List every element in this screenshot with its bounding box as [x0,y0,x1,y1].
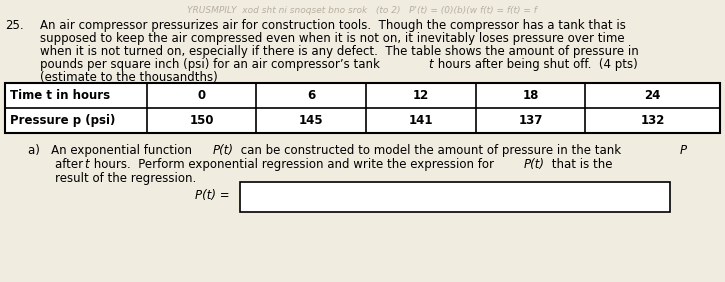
Text: 6: 6 [307,89,315,102]
Text: t: t [84,158,88,171]
Text: hours after being shut off.  (4 pts): hours after being shut off. (4 pts) [434,58,638,71]
Text: YRUSMPILY  xod sht ni snoqset bno srok   (to 2)   P'(t) = (0)(b)(w f(t) = f(t) =: YRUSMPILY xod sht ni snoqset bno srok (t… [187,6,537,15]
Text: hours.  Perform exponential regression and write the expression for: hours. Perform exponential regression an… [90,158,498,171]
Text: Time t in hours: Time t in hours [10,89,110,102]
Text: Pressure p (psi): Pressure p (psi) [10,114,115,127]
Text: 132: 132 [640,114,665,127]
Text: 145: 145 [299,114,323,127]
Text: t: t [428,58,433,71]
Text: 18: 18 [522,89,539,102]
Text: after: after [55,158,87,171]
Text: 12: 12 [413,89,429,102]
Text: P(t): P(t) [524,158,545,171]
Text: 25.: 25. [5,19,24,32]
Text: that is the: that is the [548,158,613,171]
Text: P: P [680,144,687,157]
Bar [240,182,670,212]
Text: (estimate to the thousandths): (estimate to the thousandths) [40,71,218,84]
Text: 137: 137 [518,114,543,127]
Bar [5,83,720,133]
Text: An air compressor pressurizes air for construction tools.  Though the compressor: An air compressor pressurizes air for co… [40,19,626,32]
Text: 24: 24 [645,89,660,102]
Text: when it is not turned on, especially if there is any defect.  The table shows th: when it is not turned on, especially if … [40,45,639,58]
Text: pounds per square inch (psi) for an air compressor’s tank: pounds per square inch (psi) for an air … [40,58,384,71]
Text: 150: 150 [189,114,214,127]
Text: result of the regression.: result of the regression. [55,172,196,185]
Text: supposed to keep the air compressed even when it is not on, it inevitably loses : supposed to keep the air compressed even… [40,32,625,45]
Text: P(t) =: P(t) = [195,189,230,202]
Text: a)   An exponential function: a) An exponential function [28,144,196,157]
Text: can be constructed to model the amount of pressure in the tank: can be constructed to model the amount o… [237,144,625,157]
Text: P(t): P(t) [213,144,234,157]
Text: 0: 0 [197,89,206,102]
Bar [5,83,720,133]
Text: 141: 141 [409,114,434,127]
